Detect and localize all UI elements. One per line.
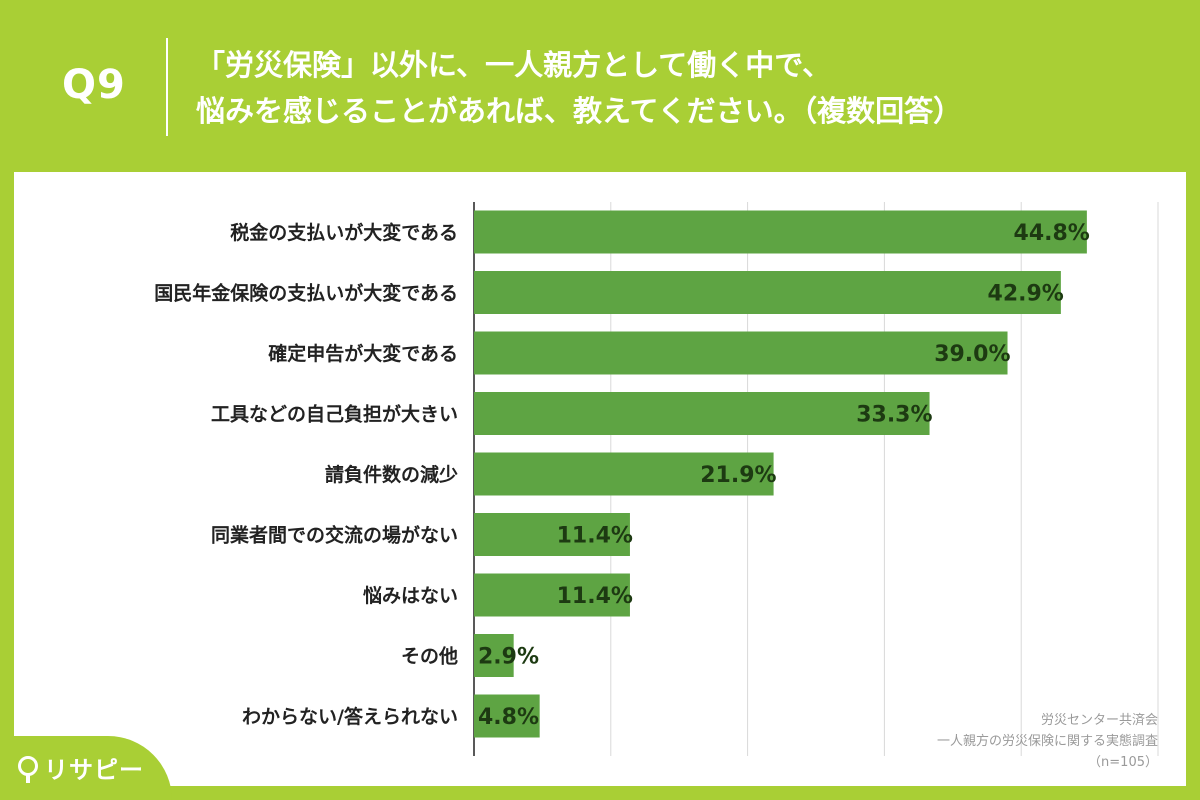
logo-text: リサピー: [44, 756, 144, 784]
bar: [474, 573, 630, 617]
source-sample-size: （n=105）: [1088, 755, 1158, 770]
category-label: わからない/答えられない: [242, 705, 458, 728]
question-title: 「労災保険」以外に、一人親方として働く中で、 悩みを感じることがあれば、教えてく…: [196, 42, 1176, 134]
data-label: 33.3%: [856, 403, 932, 428]
category-label: 確定申告が大変である: [268, 342, 458, 365]
data-label: 44.8%: [1014, 221, 1090, 246]
bar: [474, 452, 774, 496]
category-label: 悩みはない: [363, 584, 458, 607]
data-label: 4.8%: [478, 705, 539, 730]
bar: [474, 331, 1008, 375]
question-number: Q9: [62, 62, 126, 108]
question-title-line1: 「労災保険」以外に、一人親方として働く中で、: [196, 48, 832, 82]
header: Q9 「労災保険」以外に、一人親方として働く中で、 悩みを感じることがあれば、教…: [0, 0, 1200, 170]
data-label: 11.4%: [557, 524, 633, 549]
bar: [474, 513, 630, 556]
data-label: 21.9%: [700, 463, 776, 488]
question-title-line2: 悩みを感じることがあれば、教えてください。（複数回答）: [196, 94, 963, 128]
bar: [474, 392, 930, 435]
data-label: 2.9%: [478, 645, 539, 670]
category-label: 税金の支払いが大変である: [230, 221, 458, 244]
source-survey: 一人親方の労災保険に関する実態調査: [936, 734, 1158, 749]
bar: [474, 210, 1087, 254]
data-label: 11.4%: [557, 584, 633, 609]
brand-logo: リサピー: [0, 736, 172, 800]
chart-panel: 税金の支払いが大変である 44.8% 国民年金保険の支払いが大変である 42.9% 確定…: [14, 172, 1186, 786]
data-label: 39.0%: [934, 342, 1010, 367]
category-label: その他: [401, 645, 458, 668]
bar: [474, 271, 1061, 314]
bar-chart: 税金の支払いが大変である 44.8% 国民年金保険の支払いが大変である 42.9% 確定…: [154, 202, 1159, 756]
data-label: 42.9%: [988, 282, 1064, 307]
source-org: 労災センター共済会: [1040, 713, 1158, 728]
header-divider: [166, 38, 168, 136]
category-label: 国民年金保険の支払いが大変である: [154, 282, 458, 305]
category-label: 同業者間での交流の場がない: [211, 524, 458, 547]
bar: [474, 634, 514, 677]
source-note: 労災センター共済会 一人親方の労災保険に関する実態調査 （n=105）: [937, 710, 1158, 773]
category-label: 工具などの自己負担が大きい: [211, 403, 458, 426]
category-label: 請負件数の減少: [325, 463, 458, 486]
bar: [474, 694, 540, 738]
pin-icon: [18, 756, 38, 783]
